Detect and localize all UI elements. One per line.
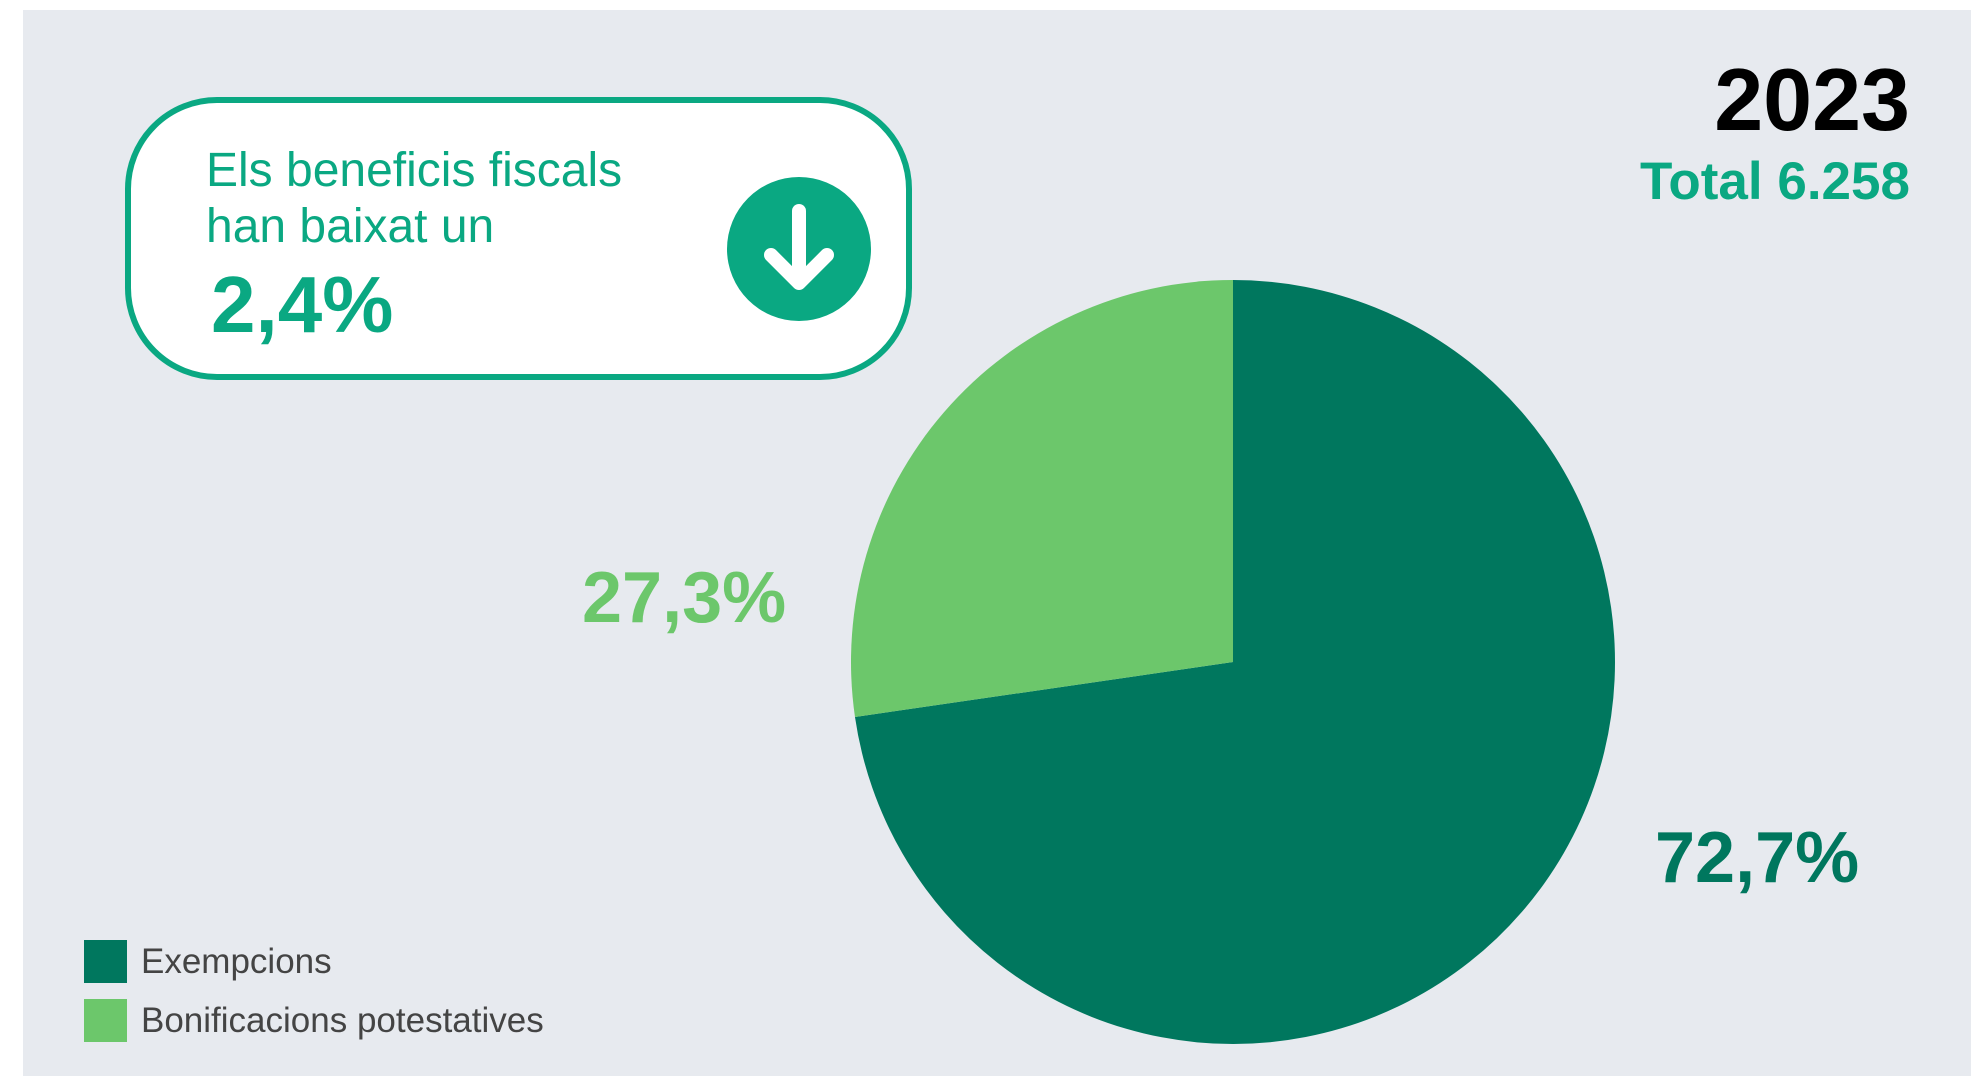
chart-panel: Els beneficis fiscals han baixat un 2,4%… <box>23 10 1971 1076</box>
callout-value: 2,4% <box>211 260 394 349</box>
legend-swatch-bonificacions <box>84 999 127 1042</box>
slice-label-exempcions: 72,7% <box>1655 818 1860 898</box>
legend-swatch-exempcions <box>84 940 127 983</box>
pie-slice-bonificacions-potestatives <box>851 280 1233 718</box>
year-title: 2023 <box>1714 50 1910 149</box>
legend-item-exempcions: Exempcions <box>84 940 332 983</box>
callout-text: Els beneficis fiscals han baixat un <box>206 144 623 253</box>
callout-box: Els beneficis fiscals han baixat un 2,4% <box>125 97 912 380</box>
pie-chart <box>851 280 1615 1044</box>
legend-label-bonificacions: Bonificacions potestatives <box>141 1000 544 1040</box>
slice-label-bonificacions: 27,3% <box>582 558 787 638</box>
total-label: Total 6.258 <box>1639 152 1910 211</box>
pie-slice-exempcions <box>854 280 1615 1044</box>
arrow-down-circle-icon <box>727 177 871 321</box>
legend-label-exempcions: Exempcions <box>141 941 332 981</box>
legend-item-bonificacions: Bonificacions potestatives <box>84 999 544 1042</box>
